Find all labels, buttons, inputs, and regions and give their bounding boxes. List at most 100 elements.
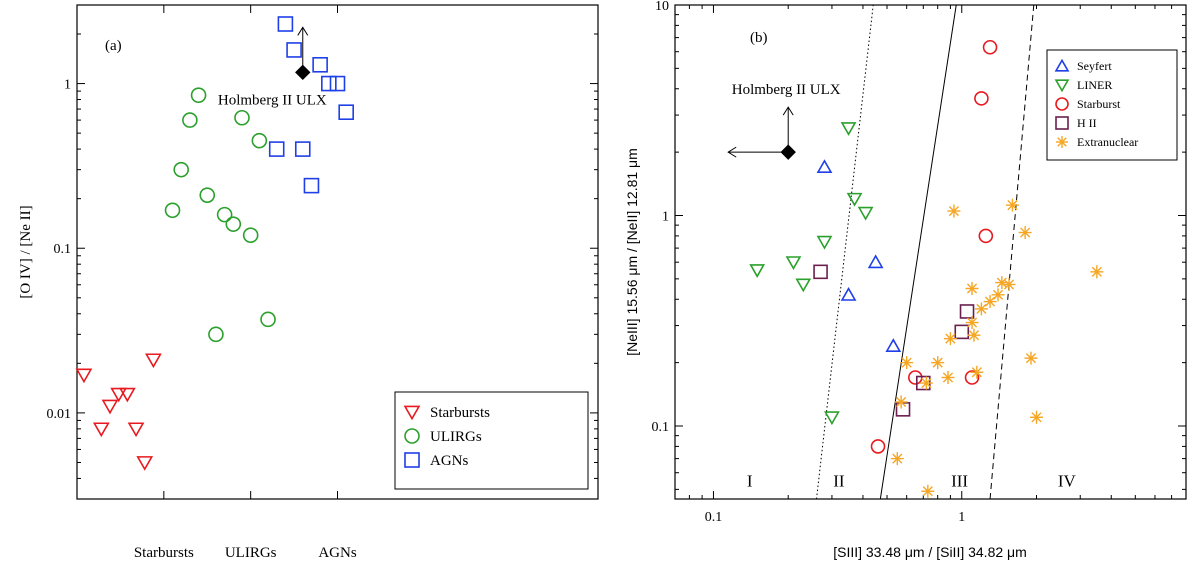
panel-b-point-seyfert — [840, 287, 857, 301]
panel-b-point-liner — [840, 122, 857, 136]
panel-a-point-ulirgs — [190, 87, 207, 103]
panel-b-point-extranuclear — [974, 302, 988, 316]
panel-a-legend-frame — [394, 391, 589, 490]
panel-a-ulx-label: Holmberg II ULX — [218, 92, 327, 108]
panel-a-point-ulirgs — [242, 227, 259, 243]
panel-a-point-agns — [321, 75, 337, 92]
panel-b-point-liner — [749, 264, 766, 278]
panel-b-annotation: Holmberg II ULX — [727, 82, 841, 160]
panel-a-point-starbursts — [110, 387, 128, 403]
panel-b-region-label: I — [747, 472, 753, 491]
panel-b-region-label: III — [951, 472, 968, 491]
panel-a-point-ulirgs — [216, 206, 233, 223]
panel-a-point-ulirgs — [251, 132, 268, 149]
panel-a-legend-label: AGNs — [430, 453, 468, 469]
panel-b-point-extranuclear — [1090, 265, 1104, 279]
panel-b-frame — [674, 4, 1187, 500]
panel-a-point-agns — [286, 42, 302, 58]
panel-b-point-starburst — [982, 39, 998, 55]
panel-b-point-h-ii — [959, 304, 975, 319]
panel-b-point-starburst — [870, 439, 886, 454]
panel-a: 0.01 0.1 1 Holmberg II ULX (a) [O IV] / [N… — [18, 4, 599, 561]
panel-a-ylabel: [O IV] / [Ne II] — [18, 205, 34, 298]
panel-b-point-liner — [824, 411, 840, 426]
panel-b-ulx-arrowhead-up — [782, 106, 794, 116]
panel-b-xlabel: [SIII] 33.48 μm / [SiII] 34.82 μm — [833, 544, 1027, 560]
panel-b-point-extranuclear — [921, 484, 935, 498]
panel-a-ulx-arrowhead — [297, 26, 309, 36]
panel-b-point-h-ii — [954, 324, 970, 340]
panel-b-ylabel: [NeIII] 15.56 μm / [NeII] 12.81 μm — [624, 148, 640, 356]
panel-b-point-extranuclear — [1030, 410, 1044, 424]
panel-a-legend-label: ULIRGs — [430, 429, 482, 445]
panel-b-legend-marker — [1054, 79, 1070, 93]
panel-a-label: (a) — [105, 38, 122, 54]
panel-a-point-agns — [268, 141, 285, 157]
panel-b-point-seyfert — [867, 254, 884, 269]
panel-a-point-ulirgs — [199, 187, 216, 203]
panel-a-point-agns — [338, 104, 354, 121]
panel-b-point-extranuclear — [965, 316, 979, 330]
panel-b-legend-label: Extranuclear — [1077, 135, 1138, 149]
panel-b-point-extranuclear — [1024, 351, 1038, 365]
panel-b-point-extranuclear — [1005, 198, 1019, 212]
panel-b-ulx-label: Holmberg II ULX — [732, 82, 841, 98]
panel-b-point-extranuclear — [967, 328, 981, 342]
panel-b-region-lines — [816, 4, 1035, 500]
panel-a-point-ulirgs — [234, 109, 250, 126]
panel-a-point-agns — [277, 16, 294, 32]
panel-b-point-extranuclear — [943, 332, 957, 346]
panel-b-legend-label: LINER — [1077, 78, 1112, 92]
panel-a-point-ulirgs — [182, 112, 198, 128]
panel-a-ytick-label: 1 — [64, 78, 71, 93]
panel-a-legend-marker — [404, 452, 420, 468]
panel-b-point-extranuclear — [970, 365, 984, 379]
panel-a-point-ulirgs — [208, 326, 224, 343]
panel-b-point-extranuclear — [1002, 278, 1016, 292]
panel-a-ticks: 0.01 0.1 1 — [47, 5, 598, 499]
panel-a-point-ulirgs — [164, 202, 181, 219]
panel-b-xtick-label: 0.1 — [705, 510, 723, 525]
panel-a-legend-marker — [403, 405, 421, 421]
panel-b-legend-label: Starburst — [1077, 97, 1121, 111]
panel-b-point-liner — [857, 206, 874, 221]
panel-a-ytick-label: 0.1 — [54, 242, 72, 257]
panel-a-point-agns — [329, 75, 346, 92]
panel-b-point-h-ii — [895, 402, 911, 417]
panel-a-point-starbursts — [118, 387, 136, 403]
panel-a-category-label: ULIRGs — [225, 545, 277, 561]
panel-b-ticks: 0.1 1 0.1 1 10 — [652, 0, 1186, 525]
panel-b-point-starburst — [908, 370, 923, 385]
panel-a-category-label: AGNs — [318, 545, 356, 561]
panel-a-point-starbursts — [75, 368, 93, 384]
panel-a-category-labels: Starbursts ULIRGs AGNs — [134, 545, 357, 561]
panel-b-points — [749, 39, 1104, 498]
panel-a-legend-label: Starbursts — [430, 405, 490, 421]
panel-b-point-liner — [795, 278, 812, 293]
panel-a-legend-marker — [404, 428, 420, 444]
panel-b-ytick-label: 10 — [655, 0, 669, 14]
panel-b-region-label: II — [833, 472, 845, 491]
panel-b-divider-dashed — [989, 4, 1035, 500]
panel-a-point-agns — [312, 57, 328, 73]
panel-b-point-liner — [816, 235, 833, 250]
panel-b-point-extranuclear — [983, 295, 997, 309]
panel-a-category-label: Starbursts — [134, 545, 194, 561]
panel-a-point-starbursts — [127, 422, 145, 438]
panel-a-ytick-label: 0.01 — [47, 407, 72, 422]
panel-b-legend-marker — [1056, 136, 1068, 148]
panel-b-point-extranuclear — [1018, 226, 1032, 240]
panel-b-point-extranuclear — [941, 370, 955, 384]
panel-b-point-extranuclear — [919, 376, 933, 390]
panel-b-ytick-label: 0.1 — [652, 420, 670, 435]
panel-b-legend-marker — [1055, 97, 1069, 111]
panel-b-legend: Seyfert LINER Starburst H II Extranuclear — [1046, 49, 1178, 161]
panel-a-point-ulirgs — [260, 311, 276, 328]
panel-a-point-starbursts — [136, 456, 154, 471]
panel-a-legend: Starbursts ULIRGs AGNs — [394, 391, 589, 490]
panel-b-point-seyfert — [816, 159, 833, 173]
panel-b-point-liner — [785, 256, 802, 270]
panel-b-label: (b) — [750, 30, 768, 46]
panel-b-divider-solid — [879, 4, 957, 500]
